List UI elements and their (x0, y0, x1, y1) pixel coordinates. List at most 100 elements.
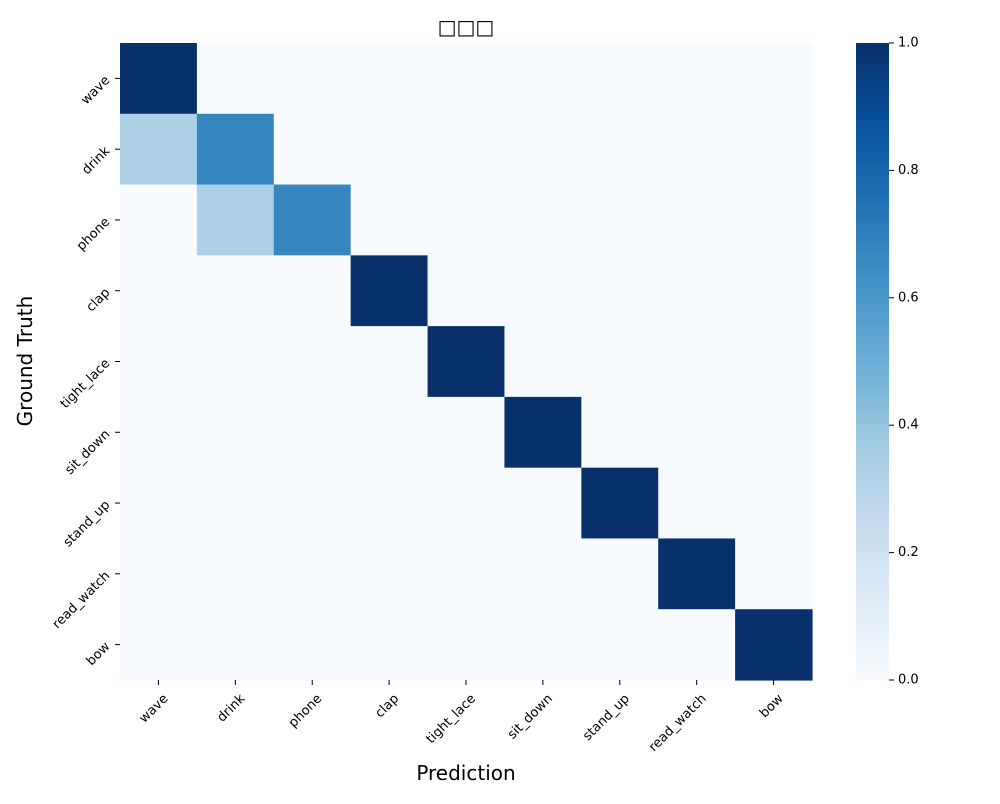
y-tick-label: wave (78, 73, 113, 108)
y-tick-label: stand_up (61, 498, 114, 551)
heatmap-cell (120, 113, 198, 186)
colorbar-tick-label: 0.8 (898, 163, 919, 178)
y-tick-label: sit_down (62, 427, 113, 478)
heatmap-cell (658, 396, 736, 469)
colorbar-tick-label: 0.2 (898, 545, 919, 560)
heatmap-cell (504, 609, 582, 681)
heatmap-cell (120, 538, 198, 610)
heatmap-cell (581, 326, 659, 398)
heatmap-cell (427, 255, 506, 327)
heatmap-cell (196, 396, 275, 469)
x-tick-label: wave (137, 691, 172, 726)
heatmap-cell (273, 326, 352, 398)
heatmap-cell (581, 467, 659, 540)
heatmap-cell (350, 609, 429, 681)
heatmap-cell (273, 113, 352, 186)
heatmap-cell (581, 184, 659, 256)
heatmap-cell (658, 43, 736, 115)
y-tick-label: clap (84, 285, 114, 315)
heatmap-cell (120, 255, 198, 327)
heatmap-cell (350, 396, 429, 469)
colorbar-tick-label: 0.0 (898, 673, 919, 688)
heatmap-cell (427, 467, 506, 540)
heatmap-cell (735, 326, 813, 398)
heatmap-cell (427, 184, 506, 256)
heatmap-cell (427, 326, 506, 398)
heatmap-cell (273, 396, 352, 469)
heatmap-cell (581, 609, 659, 681)
colorbar-tick-label: 0.6 (898, 290, 919, 305)
heatmap-cell (658, 467, 736, 540)
y-tick-label: phone (74, 215, 113, 254)
heatmap-cell (350, 538, 429, 610)
heatmap-cell (504, 326, 582, 398)
x-tick-label: stand_up (580, 691, 633, 744)
heatmap-cell (658, 326, 736, 398)
heatmap-cells (120, 43, 813, 681)
heatmap-cell (658, 184, 736, 256)
heatmap-cell (735, 113, 813, 186)
heatmap-cell (658, 609, 736, 681)
colorbar-tick-label: 0.4 (898, 418, 919, 433)
x-axis: wave drink phone clap tight_lace sit_down stan… (137, 680, 787, 755)
heatmap-cell (350, 467, 429, 540)
heatmap-cell (504, 538, 582, 610)
heatmap-cell (350, 255, 429, 327)
heatmap-cell (350, 184, 429, 256)
x-tick-label: read_watch (646, 691, 710, 755)
x-axis-label: Prediction (416, 761, 515, 785)
colorbar (856, 43, 889, 680)
heatmap-cell (196, 184, 275, 256)
x-tick-label: tight_lace (424, 691, 480, 747)
heatmap-cell (120, 609, 198, 681)
heatmap-cell (427, 113, 506, 186)
heatmap-cell (735, 396, 813, 469)
heatmap-cell (427, 609, 506, 681)
heatmap-cell (120, 467, 198, 540)
heatmap-cell (581, 396, 659, 469)
colorbar-axis: 0.0 0.2 0.4 0.6 0.8 1.0 (889, 36, 919, 688)
heatmap-cell (196, 255, 275, 327)
heatmap-cell (581, 538, 659, 610)
heatmap-cell (581, 113, 659, 186)
heatmap-cell (504, 467, 582, 540)
heatmap-cell (735, 467, 813, 540)
heatmap-cell (120, 184, 198, 256)
heatmap-cell (196, 467, 275, 540)
y-tick-label: tight_lace (58, 356, 114, 412)
heatmap-cell (658, 255, 736, 327)
y-axis-label: Ground Truth (13, 296, 37, 427)
heatmap-cell (735, 184, 813, 256)
heatmap-cell (120, 396, 198, 469)
heatmap-cell (504, 43, 582, 115)
heatmap-cell (658, 538, 736, 610)
y-tick-label: drink (79, 144, 113, 178)
heatmap-cell (196, 609, 275, 681)
heatmap-cell (196, 43, 275, 115)
y-tick-label: bow (84, 639, 114, 669)
heatmap-cell (273, 609, 352, 681)
heatmap-cell (504, 255, 582, 327)
heatmap-cell (196, 113, 275, 186)
heatmap-cell (196, 326, 275, 398)
heatmap-cell (273, 184, 352, 256)
heatmap-cell (735, 538, 813, 610)
heatmap-cell (735, 609, 813, 681)
heatmap-cell (273, 43, 352, 115)
heatmap-cell (504, 396, 582, 469)
heatmap-cell (735, 255, 813, 327)
x-tick-label: bow (757, 691, 787, 721)
heatmap-cell (273, 255, 352, 327)
heatmap-cell (350, 326, 429, 398)
heatmap-cell (120, 326, 198, 398)
heatmap-cell (735, 43, 813, 115)
heatmap-cell (350, 113, 429, 186)
heatmap-cell (581, 255, 659, 327)
x-tick-label: sit_down (505, 691, 556, 742)
x-tick-label: phone (286, 691, 325, 730)
heatmap-cell (581, 43, 659, 115)
heatmap-cell (504, 113, 582, 186)
chart-title: □□□ (438, 15, 495, 39)
heatmap-cell (658, 113, 736, 186)
